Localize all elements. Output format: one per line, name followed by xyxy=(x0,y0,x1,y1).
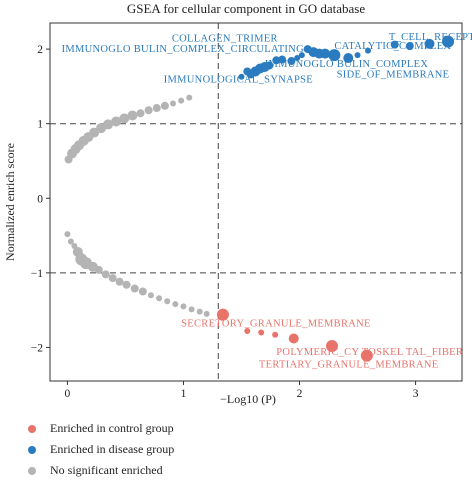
point-none xyxy=(94,265,103,274)
x-tick-label: 1 xyxy=(181,388,187,400)
point-none xyxy=(111,116,122,127)
legend-dot-disease xyxy=(28,445,36,454)
point-disease xyxy=(328,49,341,62)
point-none xyxy=(188,306,195,313)
term-label: IMMUNOGLO BULIN_COMPLEX_CIRCULATING xyxy=(62,44,304,55)
chart-title: GSEA for cellular component in GO databa… xyxy=(127,1,365,16)
gsea-scatter-chart: GSEA for cellular component in GO databa… xyxy=(3,1,472,406)
point-none xyxy=(64,231,71,238)
point-none xyxy=(186,94,193,101)
point-none xyxy=(152,104,161,113)
legend-item-disease: Enriched in disease group xyxy=(28,439,174,460)
point-control xyxy=(244,328,251,335)
y-tick-label: 0 xyxy=(37,193,43,205)
x-tick-label: 0 xyxy=(65,388,71,400)
legend-label-none: No significant enriched xyxy=(50,463,163,477)
point-disease xyxy=(343,53,354,64)
point-none xyxy=(164,298,171,305)
legend-label-disease: Enriched in disease group xyxy=(50,442,175,456)
point-control xyxy=(258,329,265,336)
term-label: IMMUNOGLO BULIN_COMPLEX xyxy=(265,59,429,70)
term-label: IMMUNOLOGICAL_SYNAPSE xyxy=(164,75,313,86)
point-none xyxy=(136,109,145,118)
plot-frame xyxy=(49,22,463,382)
point-disease xyxy=(294,55,301,62)
point-disease xyxy=(238,73,245,80)
point-none xyxy=(203,310,210,317)
point-disease xyxy=(243,67,252,76)
point-control xyxy=(360,349,373,362)
term-label: COLLAGEN_TRIMER xyxy=(172,34,278,45)
y-tick-label: −1 xyxy=(31,268,43,280)
legend-dot-control xyxy=(28,424,36,433)
point-disease xyxy=(298,52,305,59)
point-control xyxy=(326,339,339,352)
point-none xyxy=(115,277,124,286)
point-disease xyxy=(442,35,455,48)
point-none xyxy=(172,301,179,308)
point-none xyxy=(178,97,185,104)
point-disease xyxy=(405,42,414,51)
point-none xyxy=(147,292,154,299)
point-control xyxy=(288,333,299,344)
point-none xyxy=(180,303,187,310)
point-none xyxy=(160,101,169,110)
point-disease xyxy=(390,40,399,49)
legend: Enriched in control group Enriched in di… xyxy=(28,418,174,481)
term-label: CATALYTIC_COMPLEX xyxy=(334,41,451,52)
x-tick-label: 2 xyxy=(297,388,303,400)
point-none xyxy=(156,295,163,302)
term-label: TERTIARY_GRANULE_MEMBRANE xyxy=(259,360,439,371)
point-none xyxy=(144,106,153,115)
point-disease xyxy=(287,57,296,66)
point-none xyxy=(130,284,139,293)
legend-dot-none xyxy=(28,466,36,475)
point-none xyxy=(119,113,130,124)
y-axis-label: Normalized enrich score xyxy=(3,143,17,261)
point-none xyxy=(196,308,203,315)
legend-item-none: No significant enriched xyxy=(28,460,174,481)
point-none xyxy=(67,238,74,245)
term-labels: COLLAGEN_TRIMER T_CELL_RECEPTOR_COMPLEX IM… xyxy=(62,32,472,370)
point-disease xyxy=(354,52,361,59)
y-tick-label: −2 xyxy=(31,342,43,354)
point-none xyxy=(101,270,110,279)
point-control xyxy=(272,331,279,338)
legend-label-control: Enriched in control group xyxy=(50,421,174,435)
point-disease xyxy=(364,47,371,54)
point-none xyxy=(122,280,131,289)
point-disease xyxy=(278,55,287,64)
point-disease xyxy=(424,38,435,49)
y-tick-label: 2 xyxy=(37,44,43,56)
data-points xyxy=(64,35,455,362)
point-none xyxy=(108,274,117,283)
term-label: SECRETORY_GRANULE_MEMBRANE xyxy=(181,319,371,330)
point-disease xyxy=(272,56,281,65)
point-disease xyxy=(303,45,312,54)
threshold-lines xyxy=(50,23,462,381)
axis-ticks: 0 1 2 3 −2 −1 0 1 2 xyxy=(31,44,419,400)
x-axis-label: −Log10 (P) xyxy=(220,392,276,406)
point-none xyxy=(127,110,138,121)
point-none xyxy=(138,287,147,296)
term-label: SIDE_OF_MEMBRANE xyxy=(337,69,450,80)
legend-item-control: Enriched in control group xyxy=(28,418,174,439)
point-none xyxy=(103,119,114,130)
x-tick-label: 3 xyxy=(413,388,419,400)
y-tick-label: 1 xyxy=(37,119,43,131)
point-control xyxy=(216,308,229,321)
point-none xyxy=(170,100,177,107)
term-label: T_CELL_RECEPTOR_COMPLEX xyxy=(389,32,472,43)
term-label: POLYMERIC_CY TOSKEL TAL_FIBER xyxy=(276,347,463,358)
